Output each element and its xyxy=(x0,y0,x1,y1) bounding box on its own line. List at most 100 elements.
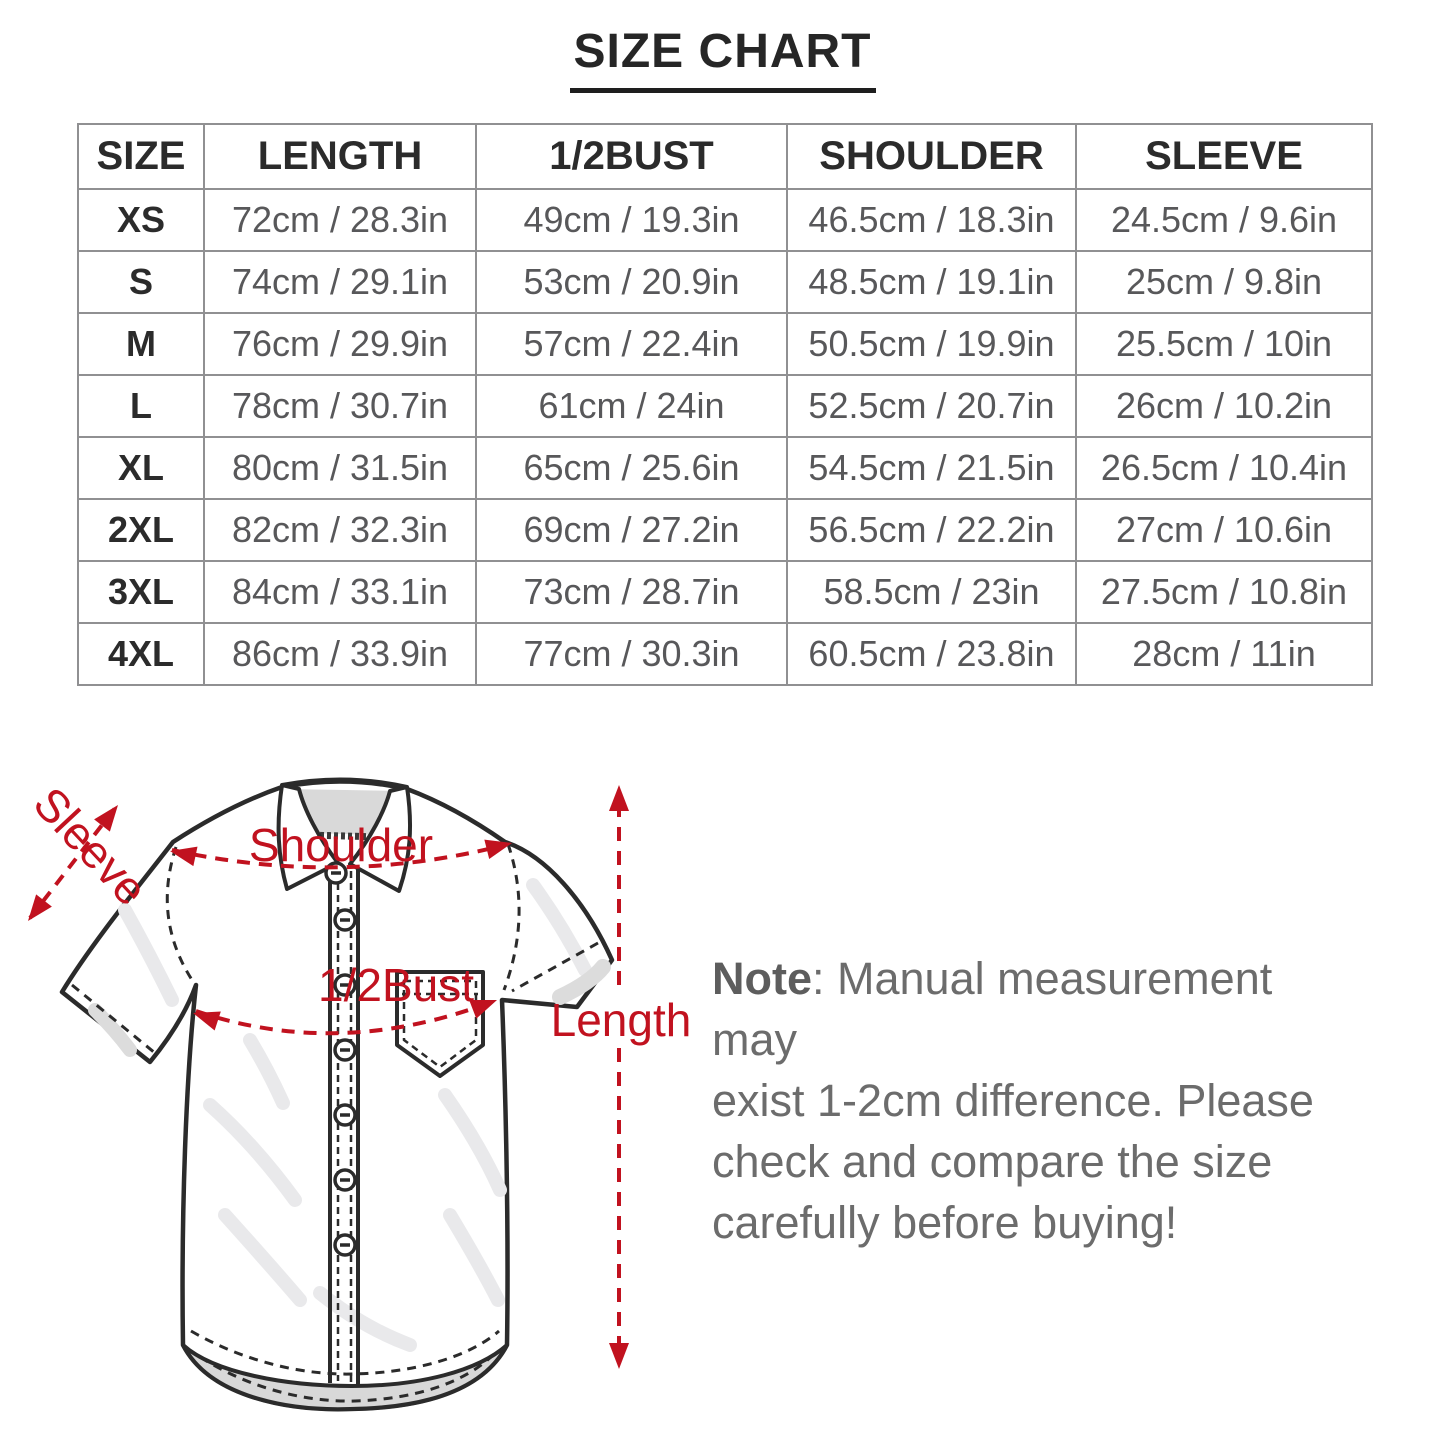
collar-band xyxy=(286,789,403,835)
button xyxy=(333,1233,357,1257)
table-row: S 74cm / 29.1in 53cm / 20.9in 48.5cm / 1… xyxy=(77,250,1373,314)
cell-size: L xyxy=(77,374,205,438)
button xyxy=(333,973,357,997)
cell-shoulder: 50.5cm / 19.9in xyxy=(786,312,1077,376)
cell-length: 80cm / 31.5in xyxy=(203,436,477,500)
measurement-note: Note: Manual measurement may exist 1-2cm… xyxy=(712,948,1367,1253)
table-row: XL 80cm / 31.5in 65cm / 25.6in 54.5cm / … xyxy=(77,436,1373,500)
table-row: 2XL 82cm / 32.3in 69cm / 27.2in 56.5cm /… xyxy=(77,498,1373,562)
cell-size: 2XL xyxy=(77,498,205,562)
shoulder-arrow xyxy=(171,843,506,870)
header-halfbust: 1/2BUST xyxy=(475,123,788,190)
header-size: SIZE xyxy=(77,123,205,190)
cell-sleeve: 25cm / 9.8in xyxy=(1075,250,1373,314)
page-title: SIZE CHART xyxy=(569,24,876,93)
note-line1-text: : Manual measurement may xyxy=(712,953,1273,1065)
shirt-stitching xyxy=(71,843,599,1055)
cell-halfbust: 69cm / 27.2in xyxy=(475,498,788,562)
cell-length: 82cm / 32.3in xyxy=(203,498,477,562)
shoulder-label: Shoulder xyxy=(249,819,433,871)
length-label: Length xyxy=(551,994,692,1046)
cell-size: M xyxy=(77,312,205,376)
header-sleeve: SLEEVE xyxy=(1075,123,1373,190)
cell-halfbust: 53cm / 20.9in xyxy=(475,250,788,314)
cell-length: 72cm / 28.3in xyxy=(203,188,477,252)
right-cuff-stitch xyxy=(511,941,599,993)
length-arrowhead-up xyxy=(609,785,629,811)
cell-shoulder: 52.5cm / 20.7in xyxy=(786,374,1077,438)
collar xyxy=(276,777,413,893)
cell-length: 74cm / 29.1in xyxy=(203,250,477,314)
button-placket xyxy=(328,865,360,1385)
sleeve-arrowhead-down xyxy=(28,894,52,921)
sleeve-arrow xyxy=(28,805,118,920)
button xyxy=(333,1168,357,1192)
table-row: L 78cm / 30.7in 61cm / 24in 52.5cm / 20.… xyxy=(77,374,1373,438)
sleeve-arrowhead-up xyxy=(94,805,118,832)
header-length: LENGTH xyxy=(203,123,477,190)
left-cuff-stitch xyxy=(71,983,156,1055)
cell-halfbust: 65cm / 25.6in xyxy=(475,436,788,500)
shirt-measurement-diagram: Shoulder 1/2Bust Sleeve Length xyxy=(24,777,692,1412)
cell-shoulder: 58.5cm / 23in xyxy=(786,560,1077,624)
table-header-row: SIZE LENGTH 1/2BUST SHOULDER SLEEVE xyxy=(77,123,1373,190)
cell-halfbust: 73cm / 28.7in xyxy=(475,560,788,624)
note-label: Note xyxy=(712,953,812,1004)
table-row: 4XL 86cm / 33.9in 77cm / 30.3in 60.5cm /… xyxy=(77,622,1373,686)
cell-sleeve: 28cm / 11in xyxy=(1075,622,1373,686)
cell-length: 84cm / 33.1in xyxy=(203,560,477,624)
cell-shoulder: 48.5cm / 19.1in xyxy=(786,250,1077,314)
bust-arrowhead-right xyxy=(469,999,497,1019)
shirt-hem xyxy=(181,1329,509,1412)
cell-size: S xyxy=(77,250,205,314)
chest-pocket xyxy=(395,970,485,1078)
button xyxy=(333,908,357,932)
cell-shoulder: 54.5cm / 21.5in xyxy=(786,436,1077,500)
header-shoulder: SHOULDER xyxy=(786,123,1077,190)
cell-length: 76cm / 29.9in xyxy=(203,312,477,376)
cell-sleeve: 26.5cm / 10.4in xyxy=(1075,436,1373,500)
button xyxy=(333,1103,357,1127)
sleeve-label: Sleeve xyxy=(24,777,158,915)
cell-halfbust: 61cm / 24in xyxy=(475,374,788,438)
cell-halfbust: 57cm / 22.4in xyxy=(475,312,788,376)
cell-halfbust: 49cm / 19.3in xyxy=(475,188,788,252)
note-line: Note: Manual measurement may xyxy=(712,948,1367,1070)
cell-size: 4XL xyxy=(77,622,205,686)
shoulder-arrowhead-left xyxy=(170,846,198,867)
buttons xyxy=(324,861,357,1257)
left-armhole-stitch xyxy=(165,846,196,984)
cell-size: XS xyxy=(77,188,205,252)
collar-top-edge xyxy=(281,777,408,789)
table-row: XS 72cm / 28.3in 49cm / 19.3in 46.5cm / … xyxy=(77,188,1373,252)
right-armhole-stitch xyxy=(502,843,521,991)
table-row: M 76cm / 29.9in 57cm / 22.4in 50.5cm / 1… xyxy=(77,312,1373,376)
page-title-wrap: SIZE CHART xyxy=(0,24,1445,93)
cell-length: 86cm / 33.9in xyxy=(203,622,477,686)
cell-halfbust: 77cm / 30.3in xyxy=(475,622,788,686)
cell-shoulder: 46.5cm / 18.3in xyxy=(786,188,1077,252)
cell-sleeve: 26cm / 10.2in xyxy=(1075,374,1373,438)
cell-sleeve: 27cm / 10.6in xyxy=(1075,498,1373,562)
cell-shoulder: 56.5cm / 22.2in xyxy=(786,498,1077,562)
cell-size: 3XL xyxy=(77,560,205,624)
note-line: check and compare the size xyxy=(712,1136,1273,1187)
cell-shoulder: 60.5cm / 23.8in xyxy=(786,622,1077,686)
bust-arrowhead-left xyxy=(193,1011,221,1031)
note-line: carefully before buying! xyxy=(712,1197,1178,1248)
collar-left-leaf xyxy=(276,783,340,891)
bust-label: 1/2Bust xyxy=(318,959,474,1011)
cell-sleeve: 24.5cm / 9.6in xyxy=(1075,188,1373,252)
button xyxy=(324,861,348,885)
cell-sleeve: 25.5cm / 10in xyxy=(1075,312,1373,376)
button xyxy=(333,1038,357,1062)
note-line: exist 1-2cm difference. Please xyxy=(712,1075,1314,1126)
size-table: SIZE LENGTH 1/2BUST SHOULDER SLEEVE XS 7… xyxy=(77,123,1373,686)
length-arrowhead-down xyxy=(609,1343,629,1369)
table-row: 3XL 84cm / 33.1in 73cm / 28.7in 58.5cm /… xyxy=(77,560,1373,624)
cell-sleeve: 27.5cm / 10.8in xyxy=(1075,560,1373,624)
shoulder-arrowhead-right xyxy=(484,839,512,859)
cell-size: XL xyxy=(77,436,205,500)
cell-length: 78cm / 30.7in xyxy=(203,374,477,438)
